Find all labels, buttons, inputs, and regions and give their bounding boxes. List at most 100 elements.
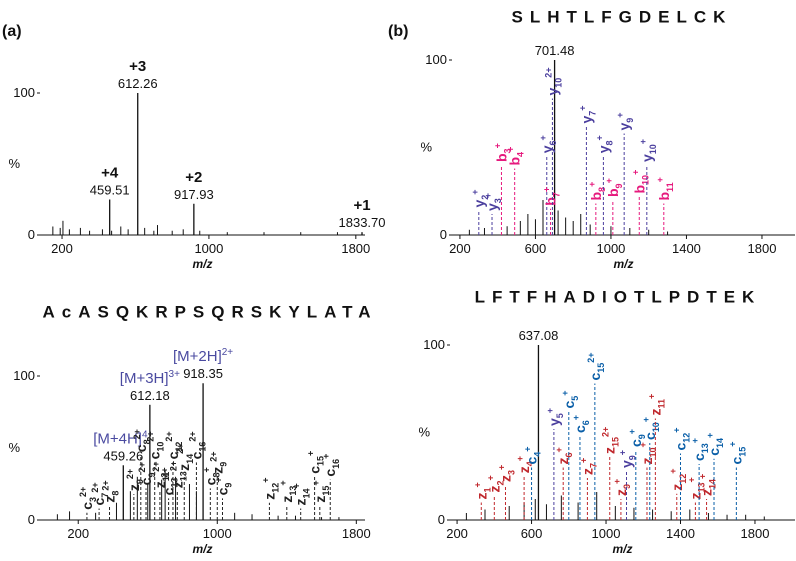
ion-index: 3 [493,198,503,203]
ion-index: 12 [270,483,280,493]
ion-charge: + [698,474,708,479]
y-axis-label: % [8,156,20,171]
ion-index: 15 [611,437,621,447]
ion-type: c [561,401,577,409]
ion-label: c72+ [90,482,110,505]
ion-type: z [126,484,142,491]
ion-charge: + [668,468,678,473]
ion-label: z13+ [278,480,298,502]
precursor-label: [M+3H]3+ [120,369,180,387]
ion-type: y [616,123,632,131]
ion-label: c132+ [160,467,180,495]
x-tick-label: 1400 [666,526,695,541]
ion-type: y [484,203,500,211]
ion-type: c [214,487,230,495]
ion-label: c82+ [132,429,152,452]
ion-label: z6+ [554,447,574,464]
x-tick-label: 1000 [194,241,223,256]
precursor-mz: 1833.70 [339,215,386,230]
ion-index: 9 [223,483,233,488]
ion-label: z12+ [260,477,280,499]
precursor-label: [M+4H]4+ [93,429,153,447]
ion-type: z [687,493,703,500]
ion-type: c [706,448,722,456]
ion-type: y [578,116,594,124]
x-tick-label: 200 [449,241,471,256]
ion-label: c122+ [164,431,184,459]
precursor-mz: 917.93 [174,187,214,202]
ion-label: y9+ [618,450,638,468]
ion-label: c32+ [78,487,98,510]
ion-charge: + [321,454,331,459]
ion-index: 13 [696,482,706,492]
ion-type: c [91,497,107,505]
ion-label: z11+ [646,394,666,416]
ion-label: y7+ [577,105,597,123]
ion-label: z9+ [612,479,632,496]
x-tick-label: 600 [525,241,547,256]
ion-index: 4 [533,452,543,457]
ion-label: y8+ [594,135,614,153]
ion-index: 8 [597,187,607,192]
ion-label: c13+ [690,438,710,461]
ion-charge: + [483,193,493,198]
ion-charge: + [485,475,495,480]
ion-index: 4 [525,461,535,466]
precursor-mz: 612.18 [130,388,170,403]
ion-index: 16 [331,459,341,469]
ion-type: c [628,439,644,447]
ion-label: z4+ [515,456,535,473]
ion-charge: + [492,143,502,148]
ion-label: c4+ [523,446,543,464]
ion-charge: + [641,417,651,422]
ion-charge: 2+ [586,352,596,362]
ion-index: 15 [321,486,331,496]
ion-charge: + [646,394,656,399]
ion-label: z14+ [698,474,718,496]
ion-label: y10+ [638,139,658,162]
ion-type: z [473,493,489,500]
ion-label: b7+ [542,187,562,206]
ion-index: 10 [640,175,650,185]
ion-label: z14+ [292,483,312,505]
ion-charge: + [496,465,506,470]
ion-label: z82+ [101,480,121,502]
ion-type: z [312,496,328,503]
ion-charge: + [587,182,597,187]
ion-type: z [555,458,571,465]
ion-label: y2+ [470,189,490,207]
ion-label: c9+ [213,477,233,495]
y-axis-label: % [420,140,432,155]
ion-type: z [579,468,595,475]
ion-index: 9 [135,479,145,484]
precursor-mz: 701.48 [535,43,575,58]
ion-charge: + [560,390,570,395]
ion-type: c [188,451,204,459]
ion-index: 13 [288,486,298,496]
ion-index: 10 [648,144,658,154]
ion-index: 8 [142,439,152,444]
ion-type: c [572,425,588,433]
ion-charge: + [278,480,288,485]
ion-charge: + [727,441,737,446]
x-axis-label: m/z [192,542,212,556]
ion-label: b3+ [492,143,512,162]
ion-label: z152+ [601,427,621,454]
ion-label: z10+ [638,442,658,464]
ion-charge: + [542,187,552,192]
ion-type: y [544,88,560,96]
ion-type: z [152,481,168,488]
ion-charge: + [615,112,625,117]
ion-type: c [672,443,688,451]
ion-type: c [161,487,177,495]
precursor-label: +1 [353,197,370,214]
ion-charge: 2+ [101,480,111,490]
precursor-charge: [M+2H] [173,348,222,365]
ion-index: 9 [147,473,157,478]
y-axis-label: % [418,425,430,440]
x-axis-label: m/z [612,542,632,556]
ion-label: c16+ [321,454,341,477]
ion-charge: + [554,447,564,452]
ion-type: b [631,185,647,194]
